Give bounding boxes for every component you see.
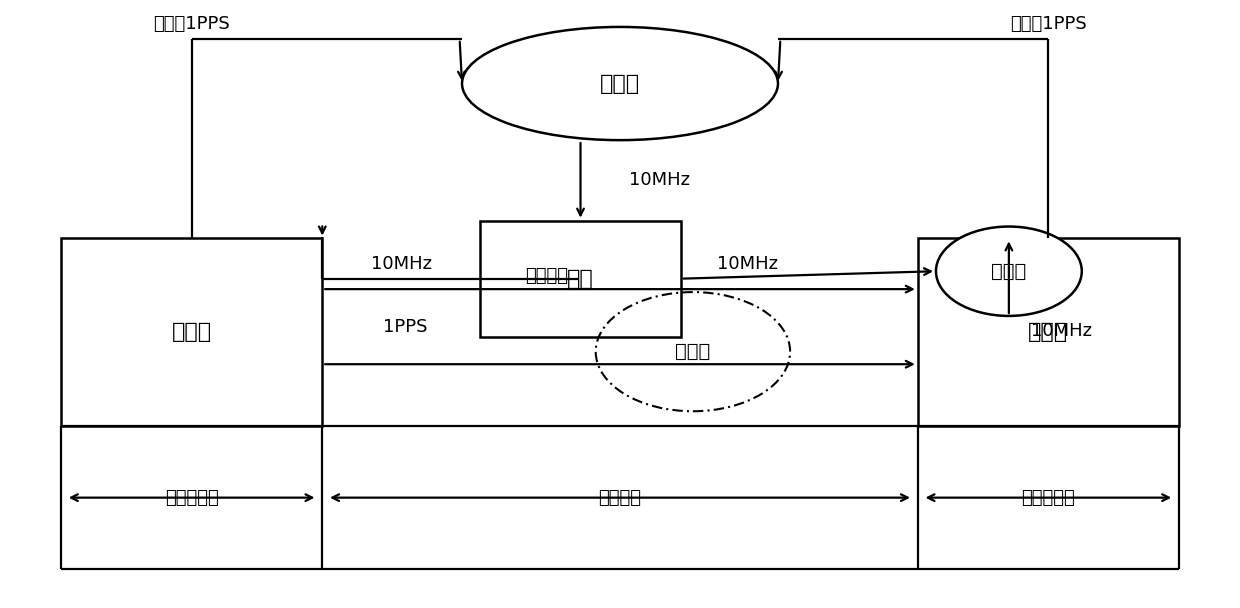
Text: 计数器: 计数器 bbox=[600, 74, 640, 94]
Text: 10MHz: 10MHz bbox=[371, 255, 432, 273]
Text: 伪距测量值: 伪距测量值 bbox=[1022, 489, 1075, 506]
Text: 接收机1PPS: 接收机1PPS bbox=[1011, 15, 1086, 33]
Text: 模拟器1PPS: 模拟器1PPS bbox=[154, 15, 229, 33]
Bar bbox=[61, 238, 322, 426]
Bar bbox=[480, 221, 681, 337]
Text: 10MHz: 10MHz bbox=[1030, 322, 1091, 340]
Text: 模拟器: 模拟器 bbox=[171, 322, 212, 342]
Text: 接收机: 接收机 bbox=[1028, 322, 1069, 342]
Bar bbox=[918, 238, 1179, 426]
Ellipse shape bbox=[936, 227, 1081, 316]
Text: 伪距参考值: 伪距参考值 bbox=[165, 489, 218, 506]
Text: 发射时延: 发射时延 bbox=[599, 489, 641, 506]
Text: 10MHz: 10MHz bbox=[629, 171, 691, 189]
Text: 示波器: 示波器 bbox=[676, 342, 711, 361]
Text: 导航信号: 导航信号 bbox=[526, 267, 569, 285]
Text: 鄢钟: 鄢钟 bbox=[567, 269, 594, 289]
Text: 10MHz: 10MHz bbox=[717, 255, 779, 273]
Text: 延迟器: 延迟器 bbox=[991, 261, 1027, 281]
Text: 1PPS: 1PPS bbox=[383, 317, 428, 336]
Ellipse shape bbox=[463, 27, 777, 140]
